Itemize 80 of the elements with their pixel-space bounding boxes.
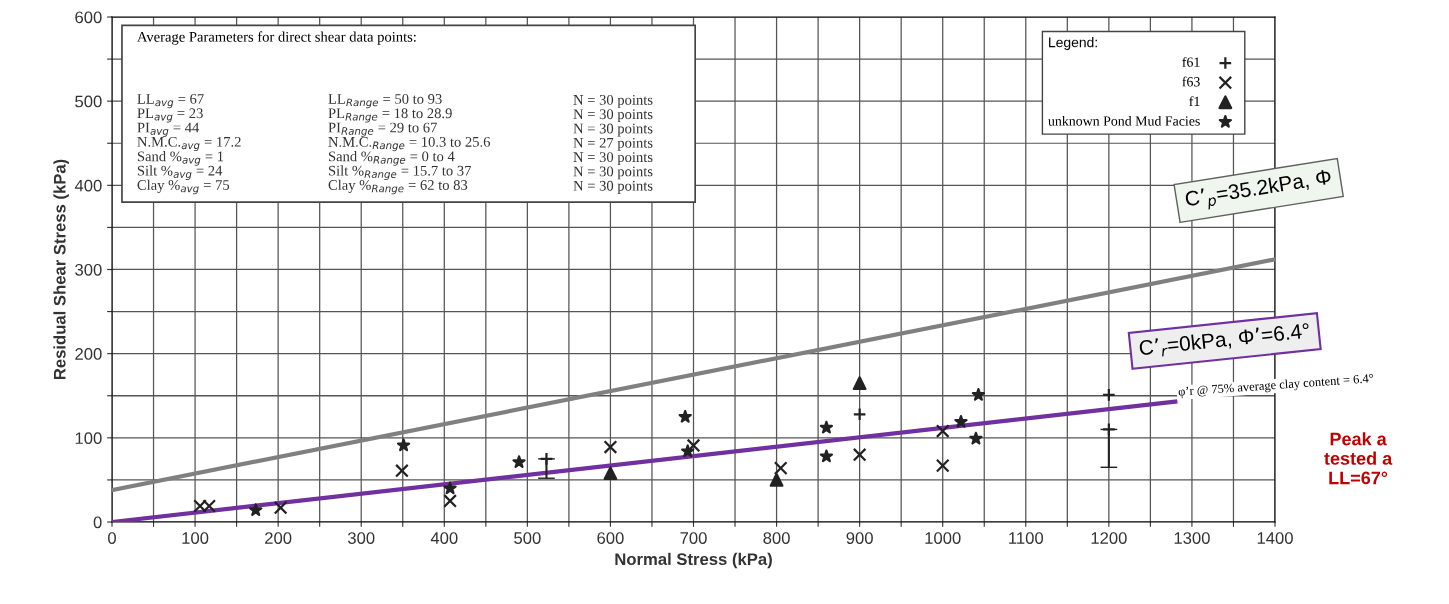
annotation: N = 30 points	[573, 109, 653, 123]
x-tick-label: 1100	[1009, 532, 1044, 544]
x-tick-label: 1000	[925, 532, 961, 544]
point	[852, 447, 867, 462]
point	[819, 449, 834, 463]
point	[443, 481, 457, 495]
point	[249, 503, 263, 517]
y-axis-title: Residual Shear Stress (kPa)	[53, 159, 69, 380]
annotation: Clay %$_{Range}$ = 62 to 83	[328, 179, 468, 195]
point	[819, 420, 834, 434]
y-tick-label: 0	[93, 516, 102, 529]
legend-label: unknown Pond Mud Facies	[1048, 115, 1200, 126]
point	[971, 387, 986, 401]
annotation: φ’r @ 75% average clay content = 6.4°	[1178, 373, 1374, 399]
legend-label: f63	[1182, 76, 1200, 87]
point	[603, 466, 618, 481]
x-tick-label: 500	[514, 532, 541, 544]
annotation: N = 27 points	[573, 137, 653, 151]
annotation: Average Parameters for direct shear data points:	[137, 31, 416, 45]
annotation: LL$_{Range}$ = 50 to 93	[328, 94, 442, 109]
point	[678, 409, 692, 423]
point	[1101, 387, 1116, 402]
point	[443, 494, 458, 508]
annotation: N = 30 points	[573, 152, 653, 166]
y-tick-label: 500	[75, 95, 102, 108]
point	[935, 458, 950, 473]
x-tick-label: 800	[763, 532, 790, 544]
point	[852, 376, 867, 391]
point	[273, 500, 288, 515]
annotation: Silt %$_{avg}$ = 24	[137, 165, 223, 180]
x-tick-label: 600	[597, 532, 624, 544]
point	[769, 473, 784, 487]
x-tick-label: 100	[182, 532, 209, 544]
annotation: Silt %$_{Range}$ = 15.7 to 37	[328, 165, 471, 180]
point	[852, 407, 867, 422]
y-tick-label: 200	[75, 348, 102, 360]
x-axis-title: Normal Stress (kPa)	[615, 552, 772, 569]
x-tick-label: 1300	[1174, 532, 1210, 544]
y-tick-label: 600	[75, 11, 102, 24]
x-tick-label: 1400	[1257, 532, 1293, 544]
annotation: N = 30 points	[573, 94, 653, 108]
annotation: N.M.C.$_{avg}$ = 17.2	[137, 136, 241, 152]
legend-label: f1	[1189, 96, 1200, 106]
point	[395, 463, 409, 478]
annotation: N.M.C.$_{Range}$ = 10.3 to 25.6	[328, 136, 491, 152]
annotation: PL$_{Range}$ = 18 to 28.9	[328, 108, 452, 123]
x-tick-label: 900	[846, 532, 873, 544]
point	[969, 431, 983, 445]
x-tick-label: 200	[265, 532, 292, 544]
annotation: LL$_{avg}$ = 67	[137, 94, 204, 109]
point	[681, 444, 695, 458]
legend-label: f61	[1182, 56, 1200, 67]
annotation: N = 30 points	[573, 123, 653, 137]
x-tick-label: 700	[680, 532, 707, 544]
annotation: Sand %$_{avg}$ = 1	[137, 151, 224, 166]
legend-title: Legend:	[1049, 37, 1097, 51]
x-tick-label: 400	[430, 532, 458, 544]
annotation: PI$_{avg}$ = 44	[137, 122, 200, 137]
y-tick-label: 300	[75, 263, 102, 276]
x-tick-label: 1200	[1091, 532, 1127, 544]
y-tick-label: 100	[75, 432, 102, 445]
annotation: Sand %$_{Range}$ = 0 to 4	[328, 151, 455, 166]
annotation: C’$_{r}$=0kPa, Φ’=6.4°	[1138, 322, 1311, 359]
text: Peak a tested a LL=67°	[1324, 432, 1393, 485]
annotation: C’$_{p}$=35.2kPa, Φ	[1184, 168, 1333, 213]
x-tick-label: 0	[108, 532, 116, 544]
point	[935, 424, 950, 439]
annotation: PL$_{avg}$ = 23	[137, 108, 203, 123]
annotation: PI$_{Range}$ = 29 to 67	[328, 122, 437, 137]
annotation: Clay %$_{avg}$ = 75	[137, 179, 230, 195]
point	[686, 438, 701, 453]
point	[954, 414, 968, 428]
x-tick-label: 300	[347, 532, 375, 544]
annotation: N = 30 points	[573, 166, 653, 180]
point	[512, 455, 526, 469]
point	[396, 438, 411, 452]
point	[603, 440, 618, 455]
point	[773, 461, 788, 476]
y-tick-label: 400	[74, 179, 102, 192]
annotation: N = 30 points	[573, 180, 653, 194]
